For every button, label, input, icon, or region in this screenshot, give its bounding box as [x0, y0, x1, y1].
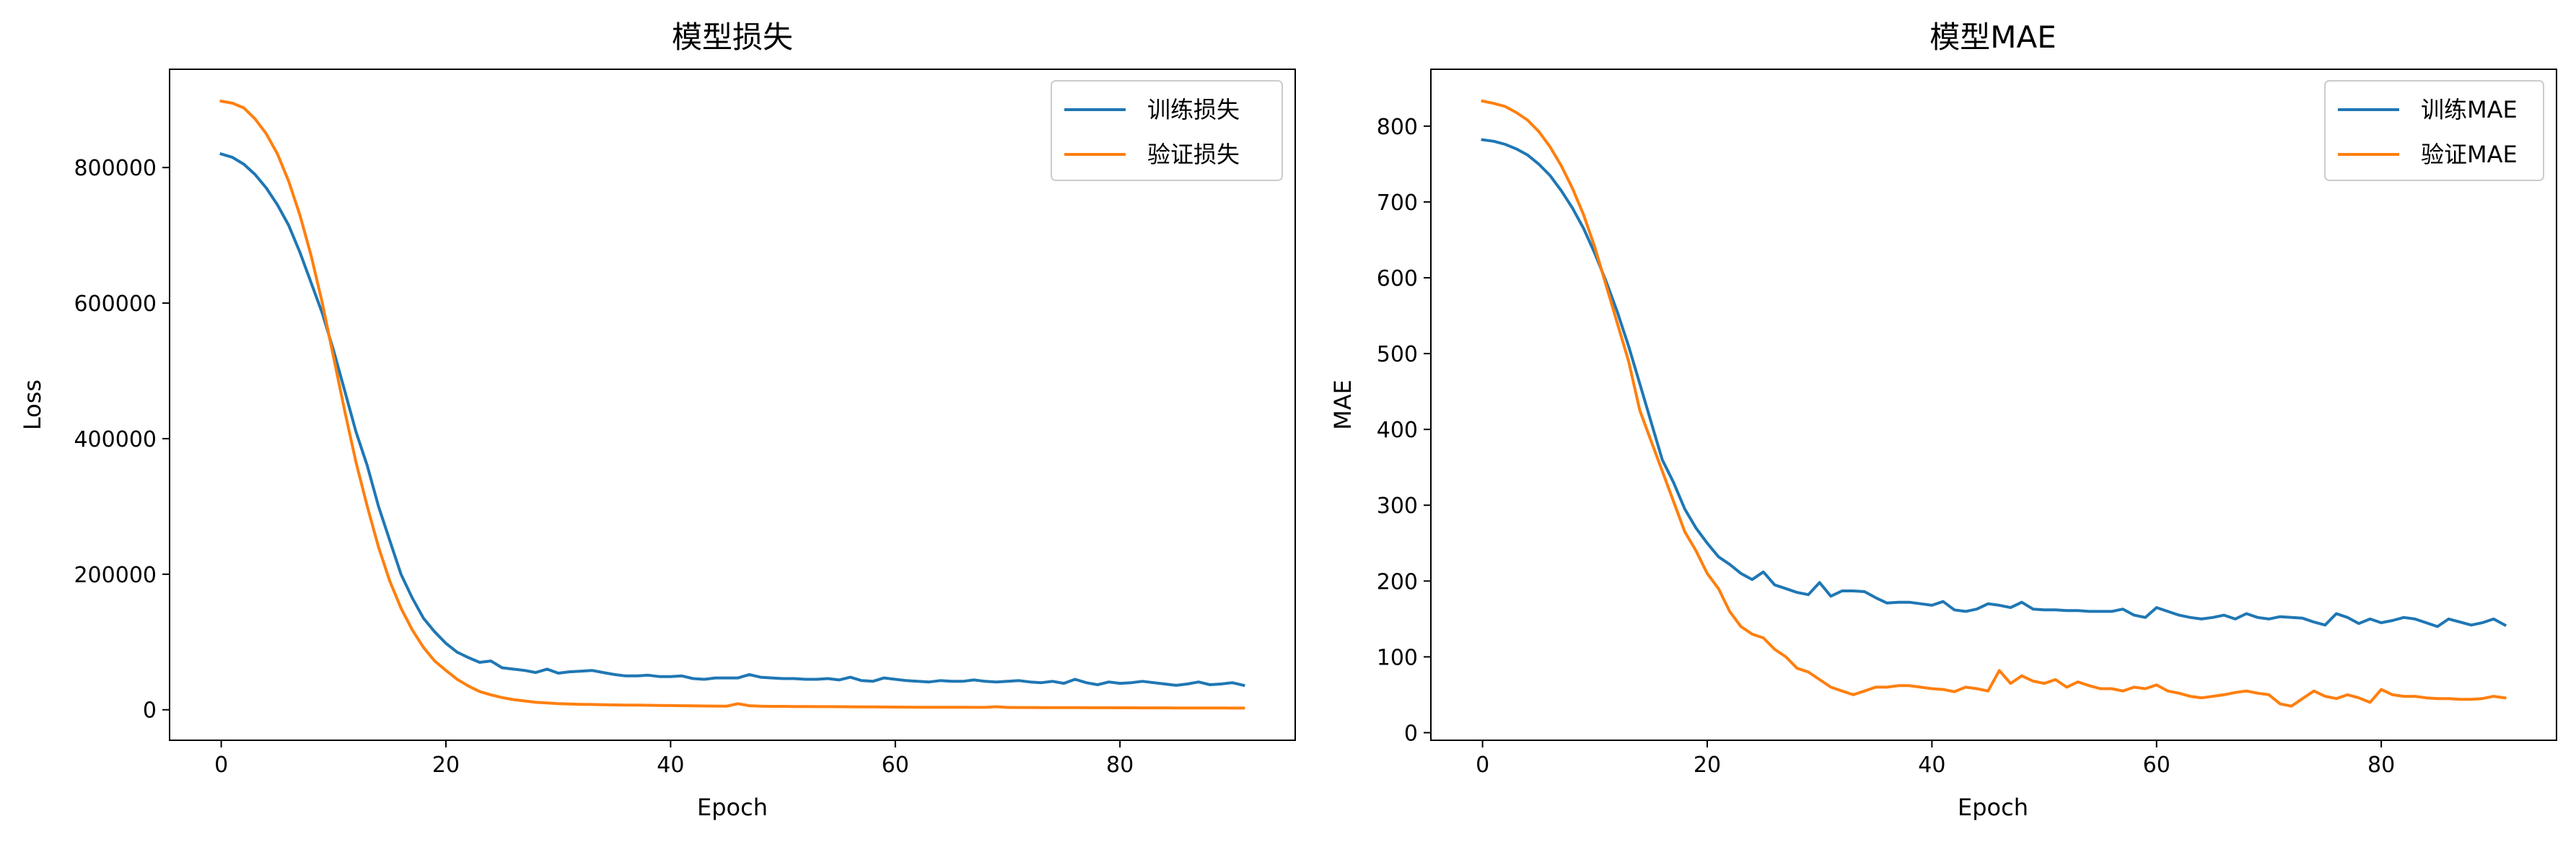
loss-x-axis: 0 20 40 60 80 — [214, 740, 1134, 778]
loss-subplot: 模型损失 0 20 40 60 80 0 200000 400000 600000 800000… — [19, 19, 1296, 821]
mae-x-tick-label: 80 — [2367, 753, 2395, 778]
mae-plot-frame — [1430, 69, 2557, 741]
mae-legend-label-train: 训练MAE — [2421, 96, 2518, 123]
loss-y-tick-label: 600000 — [74, 291, 157, 317]
mae-x-tick-label: 40 — [1918, 753, 1945, 778]
loss-y-tick-label: 0 — [143, 698, 157, 724]
loss-plot-lines — [219, 99, 1245, 710]
mae-series-line-train — [1481, 138, 2507, 628]
mae-y-tick-label: 400 — [1377, 418, 1418, 443]
loss-x-tick-label: 0 — [214, 753, 228, 778]
loss-x-axis-label: Epoch — [697, 794, 768, 821]
mae-y-tick-label: 300 — [1377, 494, 1418, 519]
loss-x-tick-label: 80 — [1106, 753, 1134, 778]
loss-legend-label-train: 训练损失 — [1147, 96, 1240, 123]
loss-y-tick-label: 400000 — [74, 427, 157, 452]
loss-series-line-train — [219, 152, 1245, 688]
loss-x-tick-label: 40 — [657, 753, 684, 778]
mae-y-tick-label: 600 — [1377, 266, 1418, 291]
loss-x-tick-label: 20 — [432, 753, 460, 778]
mae-y-tick-label: 800 — [1377, 115, 1418, 140]
mae-y-axis: 0 100 200 300 400 500 600 700 800 — [1377, 115, 1431, 746]
loss-y-tick-label: 800000 — [74, 156, 157, 181]
mae-subplot: 模型MAE 0 20 40 60 80 0 100 200 300 400 500 600 700 80… — [1329, 19, 2557, 821]
loss-legend: 训练损失 验证损失 — [1051, 80, 1283, 181]
mae-plot-lines — [1481, 99, 2507, 708]
loss-x-tick-label: 60 — [882, 753, 909, 778]
loss-y-tick-label: 200000 — [74, 563, 157, 588]
mae-y-tick-label: 200 — [1377, 569, 1418, 595]
mae-y-tick-label: 0 — [1404, 721, 1418, 746]
mae-x-tick-label: 0 — [1476, 753, 1489, 778]
mae-chart-title: 模型MAE — [1929, 19, 2056, 55]
mae-y-tick-label: 100 — [1377, 645, 1418, 670]
loss-plot-frame — [169, 69, 1296, 741]
mae-x-axis-label: Epoch — [1958, 794, 2028, 821]
mae-x-tick-label: 60 — [2143, 753, 2170, 778]
mae-legend: 训练MAE 验证MAE — [2324, 80, 2544, 181]
mae-y-axis-label: MAE — [1329, 380, 1357, 430]
mae-x-tick-label: 20 — [1694, 753, 1721, 778]
mae-y-tick-label: 700 — [1377, 190, 1418, 216]
mae-legend-label-val: 验证MAE — [2421, 141, 2518, 168]
mae-x-axis: 0 20 40 60 80 — [1476, 740, 2395, 778]
loss-legend-label-val: 验证损失 — [1147, 141, 1240, 168]
mae-series-line-val — [1481, 99, 2507, 708]
loss-y-axis-label: Loss — [19, 380, 46, 430]
loss-chart-title: 模型损失 — [672, 19, 793, 55]
loss-series-line-val — [219, 99, 1245, 710]
mae-y-tick-label: 500 — [1377, 342, 1418, 367]
loss-y-axis: 0 200000 400000 600000 800000 — [74, 156, 170, 724]
